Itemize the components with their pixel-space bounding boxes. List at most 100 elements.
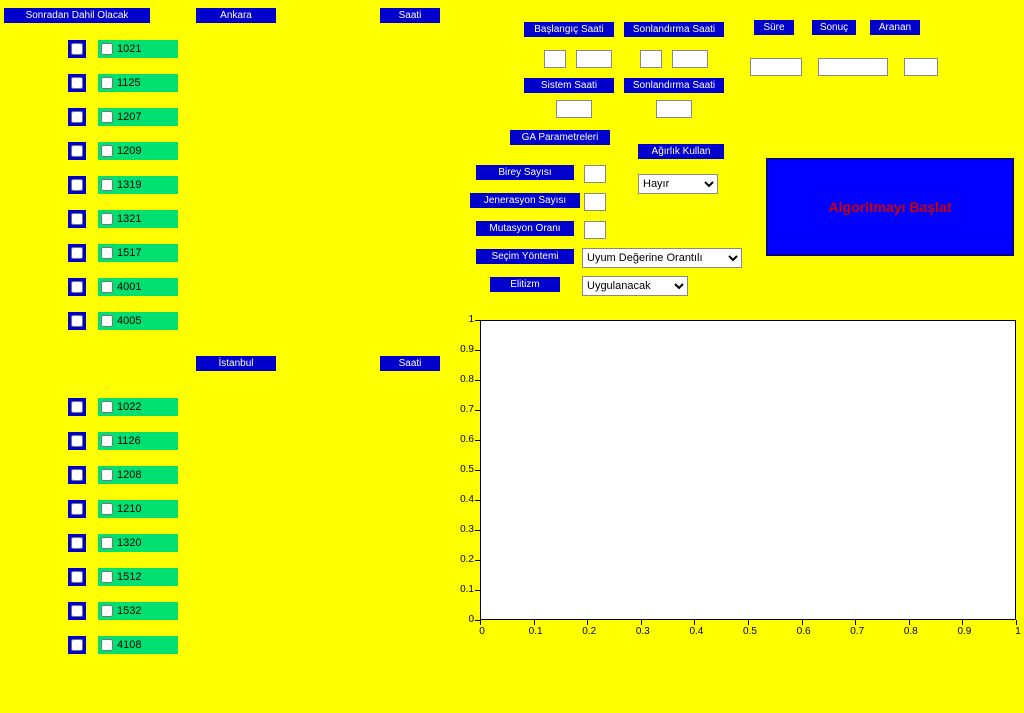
x-tick-label: 0.4 [684, 626, 708, 637]
y-tick-label: 0.6 [450, 434, 474, 445]
header-saati-2: Saati [380, 356, 440, 371]
ankara-side-check[interactable] [68, 108, 86, 126]
ankara-item-label: 1209 [117, 145, 141, 157]
label-birey: Birey Sayısı [476, 165, 574, 180]
header-sure: Süre [754, 20, 794, 35]
header-sonuc: Sonuç [812, 20, 856, 35]
header-ga-param: GA Parametreleri [510, 130, 610, 145]
istanbul-side-check[interactable] [68, 466, 86, 484]
birey-input[interactable] [584, 165, 606, 183]
ankara-item[interactable]: 1319 [98, 176, 178, 194]
sure-input[interactable] [750, 58, 802, 76]
label-jenerasyon: Jenerasyon Sayısı [470, 193, 580, 208]
ankara-item-label: 1125 [117, 77, 141, 89]
istanbul-item-label: 4108 [117, 639, 141, 651]
x-tick-label: 0.6 [792, 626, 816, 637]
label-mutasyon: Mutasyon Oranı [476, 221, 574, 236]
y-tick-label: 0.7 [450, 404, 474, 415]
ankara-side-check[interactable] [68, 210, 86, 228]
y-tick-label: 0.3 [450, 524, 474, 535]
chart-area [480, 320, 1016, 620]
istanbul-item[interactable]: 1320 [98, 534, 178, 552]
istanbul-item[interactable]: 1022 [98, 398, 178, 416]
ankara-item-label: 1517 [117, 247, 141, 259]
mutasyon-input[interactable] [584, 221, 606, 239]
ankara-side-check[interactable] [68, 142, 86, 160]
istanbul-item[interactable]: 4108 [98, 636, 178, 654]
ankara-side-check[interactable] [68, 278, 86, 296]
aranan-input[interactable] [904, 58, 938, 76]
ankara-item[interactable]: 1125 [98, 74, 178, 92]
istanbul-item-label: 1320 [117, 537, 141, 549]
ankara-item[interactable]: 1207 [98, 108, 178, 126]
header-istanbul: İstanbul [196, 356, 276, 371]
ankara-item[interactable]: 4001 [98, 278, 178, 296]
baslangic-saat-h[interactable] [544, 50, 566, 68]
ankara-item-label: 1021 [117, 43, 141, 55]
x-tick-label: 0.3 [631, 626, 655, 637]
istanbul-item[interactable]: 1512 [98, 568, 178, 586]
sistem-input[interactable] [556, 100, 592, 118]
label-elitizm: Elitizm [490, 277, 560, 292]
ankara-item-label: 1319 [117, 179, 141, 191]
ankara-item[interactable]: 4005 [98, 312, 178, 330]
ankara-item[interactable]: 1021 [98, 40, 178, 58]
sonuc-input[interactable] [818, 58, 888, 76]
baslangic-saat-m[interactable] [576, 50, 612, 68]
y-tick-label: 0.2 [450, 554, 474, 565]
istanbul-side-check[interactable] [68, 432, 86, 450]
ankara-item-label: 4005 [117, 315, 141, 327]
x-tick-label: 0.1 [524, 626, 548, 637]
sonlandirma2-input[interactable] [656, 100, 692, 118]
istanbul-item[interactable]: 1210 [98, 500, 178, 518]
istanbul-side-check[interactable] [68, 602, 86, 620]
label-secim: Seçim Yöntemi [476, 249, 574, 264]
elitizm-select[interactable]: Uygulanacak [582, 276, 688, 296]
istanbul-item-label: 1208 [117, 469, 141, 481]
x-tick-label: 0 [470, 626, 494, 637]
istanbul-item[interactable]: 1208 [98, 466, 178, 484]
jenerasyon-input[interactable] [584, 193, 606, 211]
secim-select[interactable]: Uyum Değerine Orantılı [582, 248, 742, 268]
sonlandirma1-m[interactable] [672, 50, 708, 68]
y-tick-label: 0 [450, 614, 474, 625]
y-tick-label: 0.8 [450, 374, 474, 385]
agirlik-select[interactable]: Hayır [638, 174, 718, 194]
istanbul-item[interactable]: 1532 [98, 602, 178, 620]
header-sistem: Sistem Saati [524, 78, 614, 93]
istanbul-side-check[interactable] [68, 398, 86, 416]
y-tick-label: 1 [450, 314, 474, 325]
x-tick-label: 0.8 [899, 626, 923, 637]
y-tick-label: 0.4 [450, 494, 474, 505]
ankara-item-label: 1207 [117, 111, 141, 123]
ankara-item[interactable]: 1517 [98, 244, 178, 262]
ankara-item[interactable]: 1321 [98, 210, 178, 228]
istanbul-item-label: 1210 [117, 503, 141, 515]
ankara-side-check[interactable] [68, 74, 86, 92]
ankara-side-check[interactable] [68, 176, 86, 194]
header-ankara: Ankara [196, 8, 276, 23]
ankara-item-label: 1321 [117, 213, 141, 225]
y-tick-label: 0.5 [450, 464, 474, 475]
ankara-side-check[interactable] [68, 312, 86, 330]
istanbul-side-check[interactable] [68, 534, 86, 552]
x-tick-label: 0.9 [952, 626, 976, 637]
start-button[interactable]: Algoritmayı Başlat [766, 158, 1014, 256]
header-aranan: Aranan [870, 20, 920, 35]
istanbul-side-check[interactable] [68, 636, 86, 654]
istanbul-item[interactable]: 1126 [98, 432, 178, 450]
header-sonlandirma-1: Sonlandırma Saati [624, 22, 724, 37]
istanbul-side-check[interactable] [68, 568, 86, 586]
istanbul-item-label: 1532 [117, 605, 141, 617]
sonlandirma1-h[interactable] [640, 50, 662, 68]
x-tick-label: 0.7 [845, 626, 869, 637]
istanbul-item-label: 1512 [117, 571, 141, 583]
header-saati-1: Saati [380, 8, 440, 23]
y-tick-label: 0.9 [450, 344, 474, 355]
ankara-side-check[interactable] [68, 40, 86, 58]
ankara-item[interactable]: 1209 [98, 142, 178, 160]
ankara-item-label: 4001 [117, 281, 141, 293]
ankara-side-check[interactable] [68, 244, 86, 262]
x-tick-label: 0.5 [738, 626, 762, 637]
istanbul-side-check[interactable] [68, 500, 86, 518]
